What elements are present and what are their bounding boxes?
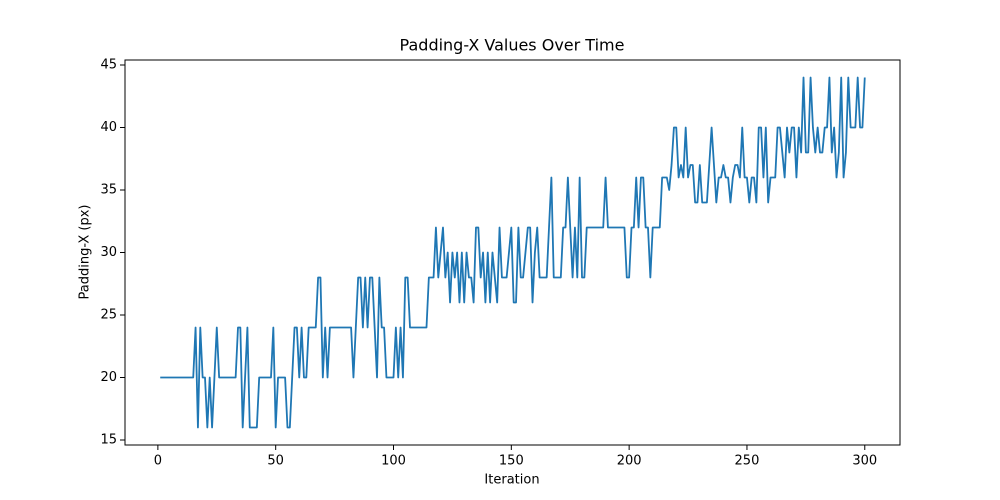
y-tick-label: 40 [100, 120, 117, 135]
y-tick-label: 45 [100, 58, 117, 73]
y-tick-label: 35 [100, 183, 117, 198]
x-tick-label: 300 [852, 454, 877, 469]
x-tick-label: 100 [381, 454, 406, 469]
x-axis-label: Iteration [484, 473, 539, 488]
y-axis-label: Padding-X (px) [78, 205, 93, 300]
y-tick-label: 15 [100, 433, 117, 448]
axes-frame [124, 59, 901, 446]
chart-title: Padding-X Values Over Time [400, 36, 625, 55]
y-tick-label: 20 [100, 370, 117, 385]
x-tick-label: 200 [617, 454, 642, 469]
x-tick-label: 250 [735, 454, 760, 469]
x-tick-label: 0 [154, 454, 162, 469]
x-tick-label: 150 [499, 454, 524, 469]
y-tick-label: 30 [100, 245, 117, 260]
x-tick-label: 50 [267, 454, 284, 469]
data-line [160, 76, 866, 429]
y-tick-label: 25 [100, 308, 117, 323]
